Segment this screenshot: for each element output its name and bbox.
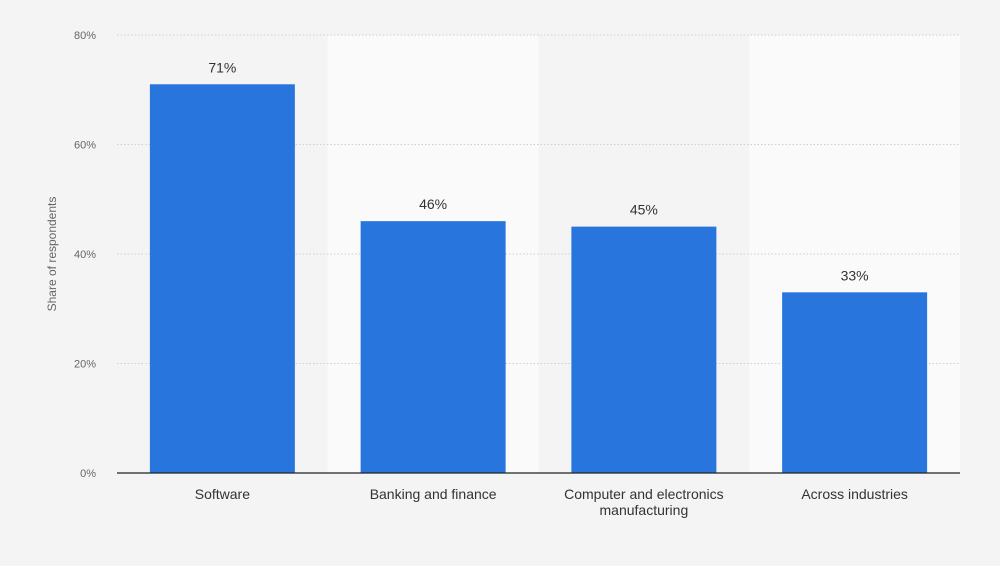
bar[interactable] bbox=[360, 221, 506, 473]
x-tick-label: Software bbox=[195, 486, 250, 502]
data-label: 46% bbox=[419, 196, 447, 212]
x-tick-label-line: Software bbox=[195, 486, 250, 502]
bars bbox=[149, 84, 928, 474]
x-tick-label: Banking and finance bbox=[370, 486, 497, 502]
bar[interactable] bbox=[149, 84, 295, 474]
x-tick-label: Across industries bbox=[801, 486, 908, 502]
y-axis-title: Share of respondents bbox=[45, 197, 59, 312]
x-tick-label-line: Across industries bbox=[801, 486, 908, 502]
x-tick-label: Computer and electronics manufacturing bbox=[564, 486, 724, 518]
data-label: 45% bbox=[630, 202, 658, 218]
x-axis-ticks: Software Banking and finance Computer and … bbox=[195, 486, 908, 518]
y-tick-label: 40% bbox=[74, 249, 96, 261]
bar[interactable] bbox=[782, 292, 928, 473]
y-tick-label: 60% bbox=[74, 140, 96, 152]
data-label: 71% bbox=[208, 59, 236, 75]
x-tick-label-line: Computer and electronics bbox=[564, 486, 724, 502]
y-axis-ticks: 0% 20% 40% 60% 80% bbox=[74, 30, 96, 480]
bar[interactable] bbox=[571, 226, 717, 473]
x-tick-label-line: Banking and finance bbox=[370, 486, 497, 502]
data-labels: 71% 46% 45% 33% bbox=[208, 59, 868, 283]
y-tick-label: 20% bbox=[74, 359, 96, 371]
y-tick-label: 80% bbox=[74, 30, 96, 42]
x-tick-label-line: manufacturing bbox=[600, 502, 689, 518]
data-label: 33% bbox=[841, 267, 869, 283]
y-tick-label: 0% bbox=[80, 468, 96, 480]
